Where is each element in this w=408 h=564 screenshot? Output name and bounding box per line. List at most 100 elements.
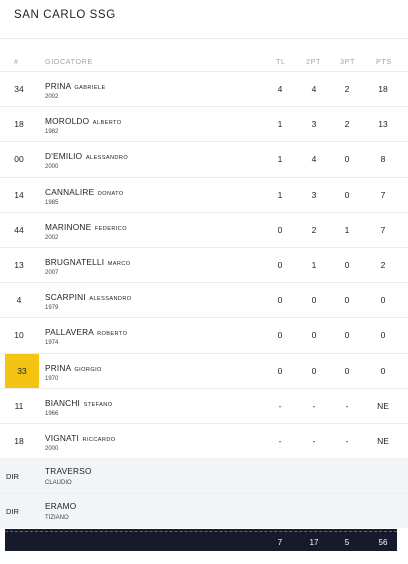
player-table: 34 PRINA GABRIELE 2002 4 4 2 18 18 MOROL… bbox=[0, 71, 408, 529]
jersey-number: 13 bbox=[14, 260, 24, 271]
stat-3pt: - bbox=[345, 400, 349, 411]
player-last-name: PRINA bbox=[45, 81, 71, 91]
stat-2pt: 0 bbox=[311, 330, 317, 341]
stat-3pt: 1 bbox=[344, 224, 350, 235]
stat-2pt: 3 bbox=[311, 119, 317, 130]
table-row[interactable]: 13 BRUGNATELLI MARCO 2007 0 1 0 2 bbox=[0, 246, 408, 282]
table-row[interactable]: 34 PRINA GABRIELE 2002 4 4 2 18 bbox=[0, 71, 408, 106]
player-name[interactable]: SCARPINI ALESSANDRO bbox=[45, 292, 132, 302]
stat-pts: 2 bbox=[380, 260, 386, 271]
jersey-number: 18 bbox=[14, 435, 24, 446]
stat-pts: 7 bbox=[380, 189, 386, 200]
stat-pts: 8 bbox=[380, 154, 386, 165]
player-name[interactable]: VIGNATI RICCARDO bbox=[45, 433, 116, 443]
stat-3pt: 0 bbox=[344, 330, 350, 341]
table-row[interactable]: 14 CANNALIRE DONATO 1985 1 3 0 7 bbox=[0, 176, 408, 212]
stat-pts: 7 bbox=[380, 224, 386, 235]
player-first-name: ALBERTO bbox=[92, 120, 122, 127]
player-last-name: SCARPINI bbox=[45, 292, 86, 303]
stat-tl: 0 bbox=[277, 365, 283, 376]
player-last-name: PRINA bbox=[45, 362, 71, 373]
player-name[interactable]: MARINONE FEDERICO bbox=[45, 222, 127, 232]
player-name[interactable]: D'EMILIO ALESSANDRO bbox=[45, 151, 128, 161]
stat-pts: 18 bbox=[378, 84, 388, 95]
stat-2pt: - bbox=[312, 400, 316, 411]
table-row[interactable]: 00 D'EMILIO ALESSANDRO 2000 1 4 0 8 bbox=[0, 141, 408, 176]
player-last-name: MARINONE bbox=[45, 221, 92, 232]
player-last-name: CANNALIRE bbox=[45, 186, 95, 197]
stat-tl: 0 bbox=[277, 330, 283, 341]
jersey-number-highlighted: 33 bbox=[5, 353, 39, 388]
stat-pts: 0 bbox=[380, 330, 386, 341]
player-name[interactable]: BIANCHI STEFANO bbox=[45, 398, 113, 408]
stat-tl: 0 bbox=[277, 295, 283, 306]
total-tl: 7 bbox=[277, 537, 283, 547]
stat-tl: 0 bbox=[277, 224, 283, 235]
staff-last-name: ERAMO bbox=[45, 501, 77, 512]
staff-first-name: TIZIANO bbox=[45, 515, 69, 522]
stat-2pt: - bbox=[312, 435, 316, 446]
stat-tl: 0 bbox=[277, 260, 283, 271]
player-birth-year: 2000 bbox=[45, 164, 59, 171]
stat-2pt: 1 bbox=[311, 260, 317, 271]
player-first-name: GABRIELE bbox=[74, 85, 106, 91]
stat-2pt: 0 bbox=[311, 295, 317, 306]
jersey-number: 11 bbox=[14, 400, 24, 411]
stat-3pt: 0 bbox=[344, 295, 350, 306]
stat-tl: 4 bbox=[277, 84, 283, 95]
title-divider bbox=[0, 38, 408, 39]
table-row[interactable]: 10 PALLAVERA ROBERTO 1974 0 0 0 0 bbox=[0, 317, 408, 352]
team-title: SAN CARLO SSG bbox=[14, 9, 116, 21]
player-last-name: MOROLDO bbox=[45, 116, 90, 127]
jersey-number: 00 bbox=[14, 154, 24, 165]
total-pts: 56 bbox=[378, 537, 388, 547]
table-row[interactable]: 33 PRINA GIORGIO 1970 0 0 0 0 bbox=[0, 352, 408, 388]
player-last-name: VIGNATI bbox=[45, 432, 79, 443]
staff-role: DIR bbox=[6, 506, 19, 516]
jersey-number: 14 bbox=[14, 189, 24, 200]
player-name[interactable]: MOROLDO ALBERTO bbox=[45, 116, 122, 126]
player-first-name: MARCO bbox=[107, 260, 131, 267]
player-birth-year: 1970 bbox=[45, 375, 59, 382]
table-row[interactable]: 18 MOROLDO ALBERTO 1982 1 3 2 13 bbox=[0, 106, 408, 141]
player-name[interactable]: PALLAVERA ROBERTO bbox=[45, 327, 127, 337]
player-first-name: DONATO bbox=[97, 190, 124, 197]
jersey-number: 34 bbox=[14, 84, 24, 95]
table-row[interactable]: 11 BIANCHI STEFANO 1966 - - - NE bbox=[0, 387, 408, 423]
totals-divider bbox=[5, 531, 397, 532]
player-name[interactable]: BRUGNATELLI MARCO bbox=[45, 257, 131, 267]
player-last-name: BRUGNATELLI bbox=[45, 256, 105, 267]
player-birth-year: 1985 bbox=[45, 199, 59, 206]
player-first-name: ROBERTO bbox=[97, 331, 128, 338]
table-row[interactable]: 18 VIGNATI RICCARDO 2000 - - - NE bbox=[0, 422, 408, 458]
stat-2pt: 4 bbox=[311, 154, 317, 165]
player-first-name: RICCARDO bbox=[82, 436, 116, 443]
stat-3pt: 0 bbox=[344, 189, 350, 200]
jersey-number: 44 bbox=[14, 224, 24, 235]
player-first-name: FEDERICO bbox=[94, 225, 127, 232]
player-name[interactable]: CANNALIRE DONATO bbox=[45, 187, 124, 197]
jersey-number: 18 bbox=[14, 119, 24, 130]
total-3pt: 5 bbox=[344, 537, 350, 547]
player-birth-year: 2007 bbox=[45, 269, 59, 276]
stat-pts: 13 bbox=[378, 119, 388, 130]
player-birth-year: 1974 bbox=[45, 340, 59, 347]
totals-bar: 7 17 5 56 bbox=[5, 529, 397, 551]
table-row[interactable]: 4 SCARPINI ALESSANDRO 1979 0 0 0 0 bbox=[0, 282, 408, 317]
stat-3pt: - bbox=[345, 435, 349, 446]
staff-row: DIR TRAVERSO CLAUDIO bbox=[0, 458, 408, 494]
stat-tl: 1 bbox=[277, 189, 283, 200]
stat-2pt: 0 bbox=[311, 365, 317, 376]
player-birth-year: 2002 bbox=[45, 234, 59, 241]
total-2pt: 17 bbox=[309, 537, 319, 547]
player-first-name: STEFANO bbox=[83, 401, 113, 408]
staff-row: DIR ERAMO TIZIANO bbox=[0, 493, 408, 529]
player-birth-year: 1966 bbox=[45, 410, 59, 417]
player-first-name: ALESSANDRO bbox=[89, 296, 132, 303]
player-name[interactable]: PRINA GABRIELE bbox=[45, 81, 106, 91]
player-name[interactable]: PRINA GIORGIO bbox=[45, 363, 102, 373]
stat-tl: - bbox=[278, 435, 282, 446]
stat-3pt: 0 bbox=[344, 365, 350, 376]
player-last-name: BIANCHI bbox=[45, 397, 81, 408]
table-row[interactable]: 44 MARINONE FEDERICO 2002 0 2 1 7 bbox=[0, 211, 408, 247]
